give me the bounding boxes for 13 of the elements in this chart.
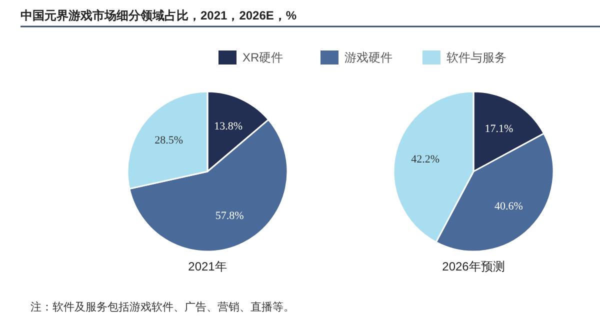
chart-title: 中国元界游戏市场细分领域占比，2021，2026E，% [20, 8, 297, 22]
data-label: 28.5% [154, 134, 184, 146]
legend-label: XR硬件 [242, 50, 284, 64]
text: 2021年 [188, 260, 227, 274]
text: 2026年预测 [442, 260, 505, 274]
data-label: 40.6% [494, 200, 523, 212]
data-label: 17.1% [484, 122, 514, 135]
data-label: 57.8% [215, 210, 244, 222]
data-label: 13.8% [214, 120, 243, 132]
legend-label: 软件与服务 [446, 50, 506, 64]
legend-label: 游戏硬件 [344, 50, 392, 64]
data-label: 42.2% [411, 154, 440, 166]
text: 注：软件及服务包括游戏软件、广告、营销、直播等。 [30, 300, 294, 314]
